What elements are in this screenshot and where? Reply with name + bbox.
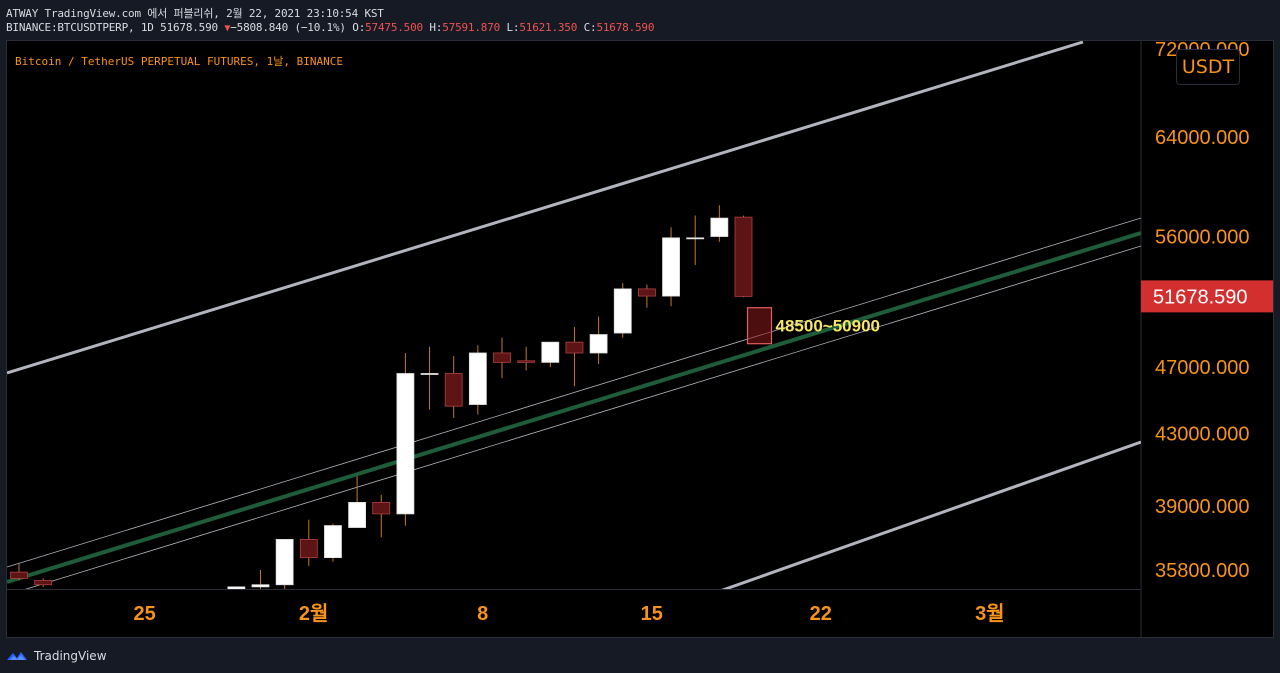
publish-info: ATWAY TradingView.com 에서 퍼블리쉬, 2월 22, 20… xyxy=(6,7,384,20)
candle-down xyxy=(444,373,463,407)
close-label: C: xyxy=(583,21,597,34)
price-tick-label: 35800.000 xyxy=(1155,560,1250,582)
currency-button[interactable]: USDT xyxy=(1176,49,1240,85)
candle-up xyxy=(348,501,367,528)
candle-up xyxy=(468,352,487,405)
ohlc-legend: BINANCE:BTCUSDTPERP, 1D 51678.590 ▼−5808… xyxy=(6,21,654,34)
candle-up xyxy=(541,341,560,363)
symbol-title: Bitcoin / TetherUS PERPETUAL FUTURES, 1날… xyxy=(15,55,344,68)
channel-upper-line xyxy=(7,41,1084,375)
candle-up xyxy=(420,373,439,375)
price-tick-label: 56000.000 xyxy=(1155,227,1250,249)
tradingview-logo-icon xyxy=(7,652,27,660)
candle-up xyxy=(324,525,342,559)
candle-down xyxy=(34,580,53,586)
candle-down xyxy=(299,539,318,559)
candle-up xyxy=(251,584,270,588)
time-tick-label: 22 xyxy=(810,603,832,625)
candle-up xyxy=(686,237,705,240)
low-label: L: xyxy=(506,21,520,34)
high-value: 57591.870 xyxy=(442,21,501,34)
high-label: H: xyxy=(429,21,443,34)
candle-down xyxy=(493,352,511,363)
time-tick-label: 15 xyxy=(641,603,663,625)
low-value: 51621.350 xyxy=(519,21,578,34)
channel-median-line xyxy=(7,231,1141,584)
symbol-interval: BINANCE:BTCUSDTPERP, 1D 51678.590 xyxy=(6,21,218,34)
candle-up xyxy=(662,237,680,297)
candle-up xyxy=(589,334,608,354)
price-tick-label: 39000.000 xyxy=(1155,496,1250,518)
time-tick-label: 25 xyxy=(133,603,155,625)
channel-inner-upper-line xyxy=(7,217,1141,568)
last-price-label: 51678.590 xyxy=(1153,286,1248,308)
channel-lower-line xyxy=(721,440,1141,589)
candle-up xyxy=(710,217,729,237)
footer: TradingView xyxy=(6,646,107,666)
candle-down xyxy=(517,360,536,363)
time-tick-label: 8 xyxy=(477,603,488,625)
price-chart[interactable]: 48500~5090072000.00064000.00056000.00047… xyxy=(7,41,1274,638)
candle-down xyxy=(638,288,656,297)
open-label: O: xyxy=(352,21,366,34)
down-arrow-icon: ▼ xyxy=(224,23,231,34)
candle-down xyxy=(565,341,584,354)
plot-area xyxy=(7,41,1141,589)
price-tick-label: 43000.000 xyxy=(1155,423,1250,445)
candle-down xyxy=(734,216,753,297)
support-zone-box xyxy=(746,307,773,345)
candle-down xyxy=(10,571,28,579)
candle-up xyxy=(227,586,246,589)
time-tick-label: 3월 xyxy=(975,602,1005,625)
time-tick-label: 2월 xyxy=(299,602,329,625)
candle-down xyxy=(372,501,391,515)
open-value: 57475.500 xyxy=(365,21,423,34)
price-change: −5808.840 (−10.1%) xyxy=(230,21,346,34)
candle-up xyxy=(613,288,632,334)
channel-inner-lower-line xyxy=(25,245,1141,589)
last-price-marker xyxy=(1141,280,1273,313)
candle-up xyxy=(396,373,415,515)
tradingview-brand: TradingView xyxy=(34,649,107,663)
support-zone-label: 48500~50900 xyxy=(776,317,880,336)
price-tick-label: 64000.000 xyxy=(1155,127,1250,149)
candle-up xyxy=(275,539,294,586)
price-tick-label: 47000.000 xyxy=(1155,357,1250,379)
chart-pane[interactable]: 48500~5090072000.00064000.00056000.00047… xyxy=(6,40,1274,638)
close-value: 51678.590 xyxy=(596,21,655,34)
